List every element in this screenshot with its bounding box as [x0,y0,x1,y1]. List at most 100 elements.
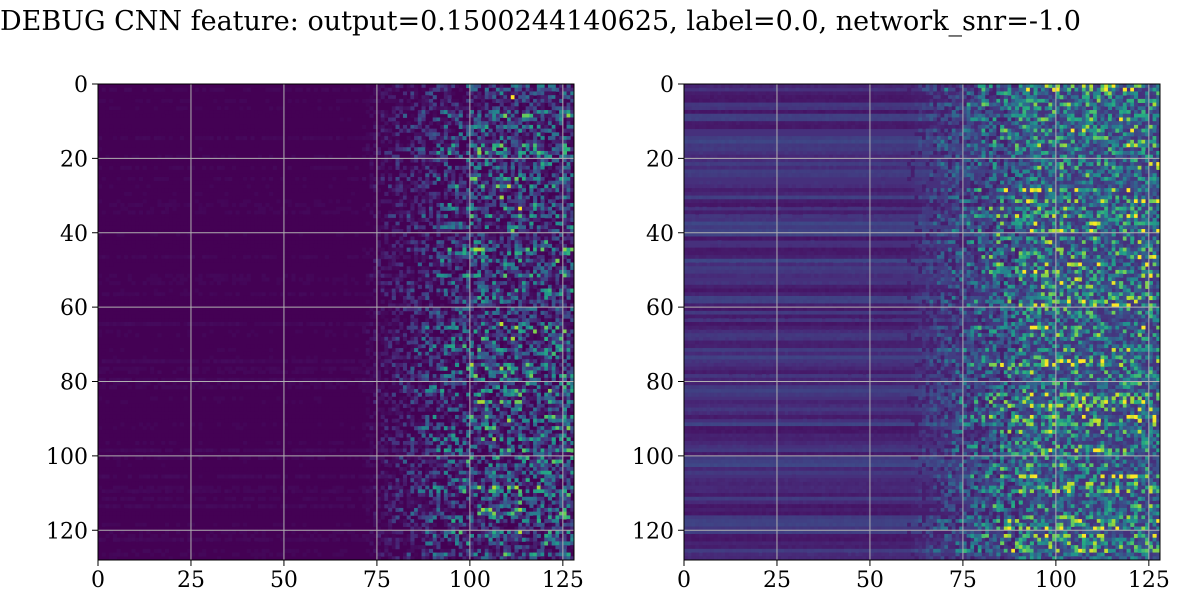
heatmap-cell [343,277,347,281]
heatmap-cell [552,170,556,174]
heatmap-cell [470,181,474,185]
heatmap-cell [184,292,188,296]
heatmap-cell [165,210,169,214]
heatmap-cell [492,95,496,99]
heatmap-cell [515,329,519,333]
heatmap-cell [470,110,474,114]
heatmap-cell [503,281,507,285]
heatmap-cell [410,326,414,330]
heatmap-cell [410,114,414,118]
heatmap-cell [124,95,128,99]
heatmap-cell [332,296,336,300]
heatmap-cell [518,259,522,263]
heatmap-cell [474,99,478,103]
heatmap-cell [541,344,545,348]
heatmap-cell [485,173,489,177]
heatmap-cell [455,214,459,218]
heatmap-cell [332,277,336,281]
heatmap-cell [533,218,537,222]
heatmap-cell [347,240,351,244]
heatmap-cell [336,99,340,103]
heatmap-cell [515,352,519,356]
heatmap-cell [306,110,310,114]
heatmap-cell [440,181,444,185]
heatmap-cell [474,103,478,107]
heatmap-cell [343,188,347,192]
heatmap-cell [150,367,154,371]
heatmap-cell [314,251,318,255]
heatmap-cell [158,296,162,300]
heatmap-cell [184,277,188,281]
heatmap-cell [533,300,537,304]
heatmap-cell [436,289,440,293]
heatmap-cell [184,181,188,185]
heatmap-cell [109,203,113,207]
heatmap-cell [496,322,500,326]
heatmap-cell [533,129,537,133]
heatmap-cell [161,114,165,118]
heatmap-cell [522,277,526,281]
heatmap-cell [462,192,466,196]
heatmap-cell [329,225,333,229]
heatmap-cell [243,136,247,140]
heatmap-cell [221,173,225,177]
heatmap-cell [299,210,303,214]
heatmap-cell [488,315,492,319]
heatmap-cell [492,84,496,88]
heatmap-cell [195,88,199,92]
heatmap-cell [511,296,515,300]
heatmap-cell [161,255,165,259]
heatmap-cell [440,140,444,144]
heatmap-cell [284,296,288,300]
heatmap-cell [236,270,240,274]
heatmap-cell [228,210,232,214]
heatmap-cell [195,106,199,110]
heatmap-cell [503,244,507,248]
heatmap-cell [444,214,448,218]
heatmap-cell [485,352,489,356]
heatmap-cell [414,136,418,140]
heatmap-cell [288,214,292,218]
heatmap-cell [109,222,113,226]
heatmap-cell [459,177,463,181]
heatmap-cell [481,136,485,140]
heatmap-cell [529,144,533,148]
heatmap-cell [552,181,556,185]
heatmap-cell [243,322,247,326]
heatmap-cell [529,240,533,244]
heatmap-cell [180,158,184,162]
heatmap-cell [102,344,106,348]
heatmap-cell [176,144,180,148]
heatmap-cell [418,192,422,196]
heatmap-cell [388,117,392,121]
heatmap-cell [243,99,247,103]
heatmap-cell [202,318,206,322]
heatmap-cell [563,274,567,278]
heatmap-cell [399,207,403,211]
heatmap-cell [459,110,463,114]
heatmap-cell [414,348,418,352]
heatmap-cell [440,207,444,211]
heatmap-cell [563,210,567,214]
heatmap-cell [265,114,269,118]
heatmap-cell [425,270,429,274]
heatmap-cell [533,177,537,181]
heatmap-cell [444,203,448,207]
heatmap-cell [124,162,128,166]
heatmap-cell [544,88,548,92]
heatmap-cell [332,222,336,226]
heatmap-cell [507,147,511,151]
heatmap-cell [515,225,519,229]
heatmap-cell [105,214,109,218]
heatmap-cell [366,292,370,296]
heatmap-cell [500,322,504,326]
heatmap-cell [422,132,426,136]
heatmap-cell [503,132,507,136]
heatmap-cell [250,162,254,166]
heatmap-cell [265,352,269,356]
heatmap-cell [507,263,511,267]
heatmap-cell [154,277,158,281]
heatmap-cell [429,207,433,211]
heatmap-cell [485,158,489,162]
heatmap-cell [522,270,526,274]
